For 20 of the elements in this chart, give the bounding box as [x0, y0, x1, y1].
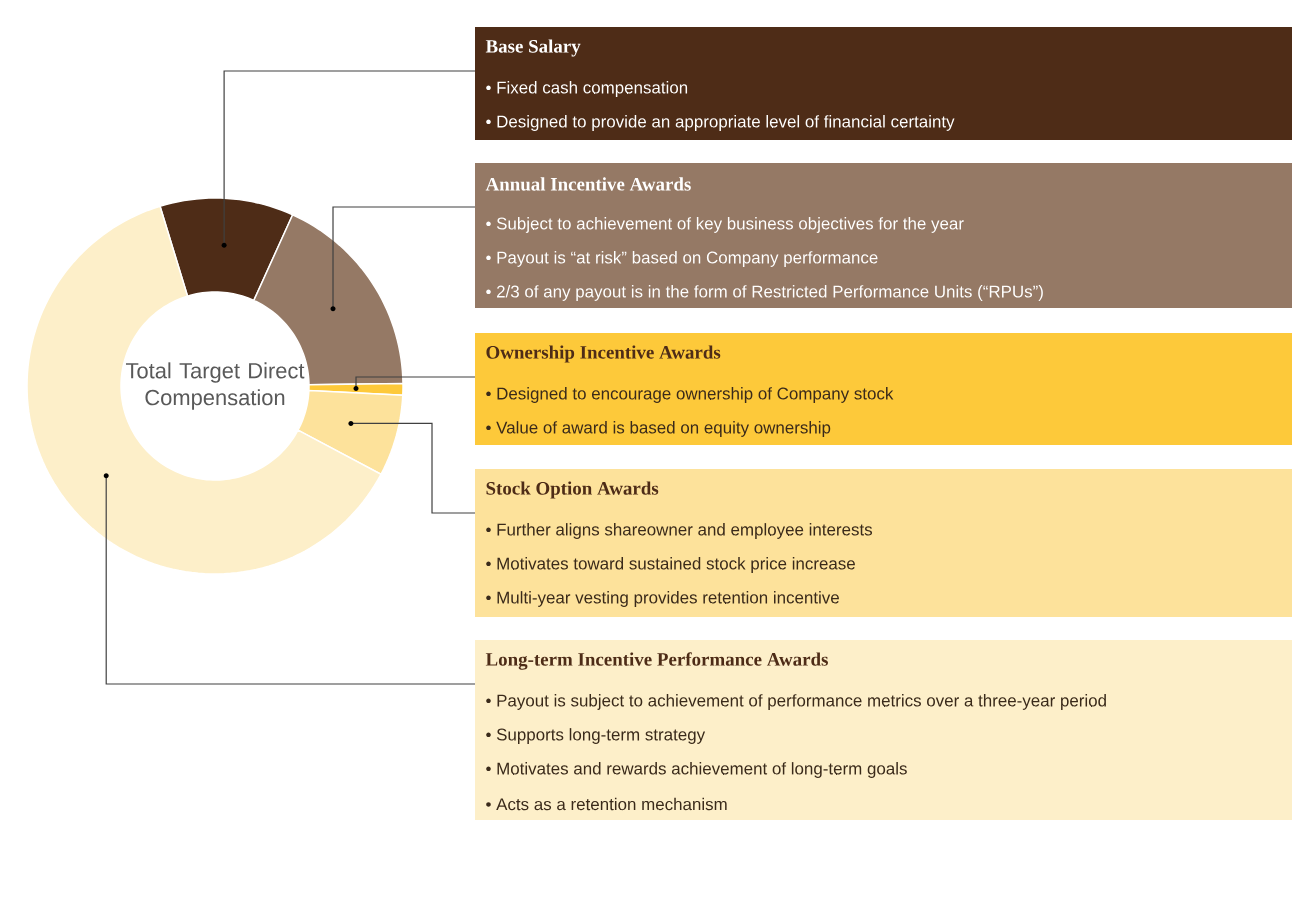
slice-label: Base Salary	[485, 39, 581, 57]
text: • Further aligns shareowner and employee interests	[486, 523, 873, 539]
text: • Motivates toward sustained stock price increase	[486, 557, 855, 573]
text: • Acts as a retention mechanism	[486, 797, 727, 811]
text: Total Target Direct Compensation	[125, 362, 305, 410]
slice-label: Stock Option Awards	[486, 481, 659, 499]
text: • Multi-year vesting provides retention incentive	[486, 591, 839, 607]
slice-label: Long-term Incentive Performance Awards	[485, 652, 828, 670]
text: • Payout is “at risk” based on Company performance	[486, 251, 878, 267]
text: • Motivates and rewards achievement of long-term goals	[486, 762, 907, 778]
text: • Payout is subject to achievement of performance metrics over a three-year period	[486, 694, 1106, 710]
slice-label: Annual Incentive Awards	[485, 177, 691, 191]
text: • Fixed cash compensation	[486, 81, 688, 97]
text: • Subject to achievement of key business objectives for the year	[486, 217, 964, 233]
text: • Value of award is based on equity ownership	[486, 421, 831, 437]
text: • Supports long-term strategy	[486, 728, 706, 744]
text: • Designed to encourage ownership of Company stock	[486, 387, 894, 403]
text: • 2/3 of any payout is in the form of Restricted Performance Units (“RPUs”)	[486, 285, 1043, 301]
slice-label: Ownership Incentive Awards	[486, 345, 721, 363]
text: • Designed to provide an appropriate level of financial certainty	[486, 115, 955, 131]
